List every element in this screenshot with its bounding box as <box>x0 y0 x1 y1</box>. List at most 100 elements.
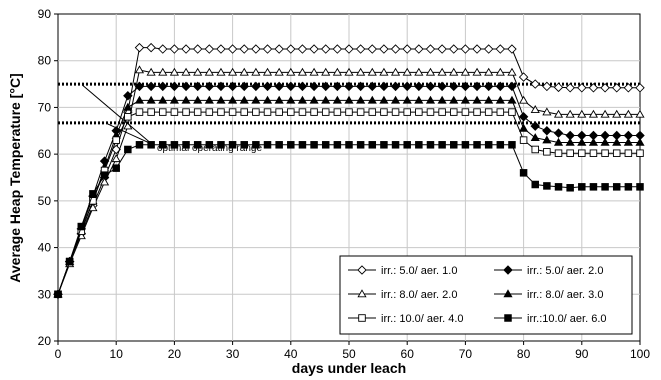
data-point <box>182 141 190 149</box>
data-point <box>227 81 238 92</box>
data-point <box>460 67 470 76</box>
data-point <box>414 81 424 92</box>
legend-marker <box>357 289 367 298</box>
data-point <box>484 67 494 76</box>
data-point <box>158 44 168 54</box>
data-point <box>344 44 354 54</box>
data-point <box>554 183 563 191</box>
data-point <box>135 141 144 149</box>
data-point <box>565 83 575 93</box>
x-tick-label: 0 <box>55 347 62 361</box>
x-tick-label: 90 <box>575 347 589 361</box>
data-point <box>623 109 633 118</box>
data-point <box>263 141 272 149</box>
data-point <box>553 82 564 93</box>
data-point <box>320 81 331 92</box>
data-point <box>227 44 238 54</box>
data-point <box>507 95 517 104</box>
data-point <box>345 108 353 116</box>
data-point <box>274 44 284 54</box>
data-point <box>193 67 203 76</box>
data-point <box>216 44 226 54</box>
data-point <box>100 171 109 179</box>
data-point <box>437 44 447 54</box>
data-point <box>379 67 389 76</box>
data-point <box>159 108 167 116</box>
data-point <box>588 137 599 146</box>
data-point <box>170 108 179 116</box>
data-point <box>519 136 528 144</box>
data-point <box>275 108 283 116</box>
data-point <box>379 95 389 104</box>
data-point <box>484 108 493 116</box>
data-point <box>240 141 248 149</box>
data-point <box>450 108 458 116</box>
data-point <box>414 67 424 76</box>
data-point <box>204 95 214 104</box>
data-point <box>473 108 481 116</box>
legend-marker <box>358 314 366 322</box>
series-5 <box>54 108 644 299</box>
data-point <box>262 67 273 76</box>
series-4 <box>53 95 645 298</box>
legend-item: irr.: 5.0/ aer. 2.0 <box>494 265 603 277</box>
data-point <box>228 141 237 149</box>
data-point <box>635 109 645 118</box>
data-point <box>425 44 436 54</box>
data-point <box>577 137 587 146</box>
data-point <box>380 141 388 149</box>
data-point <box>542 107 552 116</box>
data-point <box>228 95 238 104</box>
data-point <box>263 108 272 116</box>
data-point <box>286 67 296 76</box>
data-point <box>158 95 168 104</box>
data-point <box>530 79 540 89</box>
data-point <box>414 95 424 104</box>
data-point <box>344 67 354 76</box>
data-point <box>240 108 248 116</box>
data-point <box>275 141 283 149</box>
data-point <box>623 137 633 146</box>
legend-marker <box>357 265 367 275</box>
series-6 <box>54 141 644 299</box>
data-point <box>565 109 575 118</box>
data-point <box>204 44 215 54</box>
legend-item: irr.:10.0/ aer. 6.0 <box>494 313 607 325</box>
data-point <box>297 81 308 92</box>
data-point <box>287 108 295 116</box>
data-point <box>216 81 226 92</box>
legend-item: irr.: 8.0/ aer. 2.0 <box>348 289 457 301</box>
data-point <box>438 108 446 116</box>
y-tick-label: 40 <box>38 241 52 255</box>
data-point <box>89 190 97 198</box>
data-point <box>542 81 552 92</box>
data-point <box>262 81 273 92</box>
data-point <box>252 141 260 149</box>
data-point <box>484 95 494 104</box>
data-point <box>519 123 529 132</box>
data-point <box>367 44 378 54</box>
data-point <box>274 67 284 76</box>
data-point <box>368 108 377 116</box>
data-point <box>310 108 318 116</box>
legend-item: irr.: 10.0/ aer. 4.0 <box>348 313 464 325</box>
data-point <box>402 81 412 92</box>
data-point <box>298 141 307 149</box>
data-point <box>158 67 168 76</box>
data-point <box>298 108 307 116</box>
data-point <box>124 113 132 121</box>
data-point <box>379 44 389 54</box>
legend-item: irr.: 5.0/ aer. 1.0 <box>348 265 457 277</box>
data-point <box>391 108 400 116</box>
data-point <box>588 83 599 93</box>
data-point <box>402 95 412 104</box>
legend-label: irr.: 8.0/ aer. 3.0 <box>527 289 603 301</box>
legend-label: irr.: 5.0/ aer. 1.0 <box>381 265 457 277</box>
data-point <box>554 149 563 157</box>
data-point <box>426 141 435 149</box>
data-point <box>461 141 470 149</box>
data-point <box>565 137 575 146</box>
y-axis-title: Average Heap Temperature [°C] <box>7 73 23 282</box>
legend-label: irr.: 8.0/ aer. 2.0 <box>381 289 457 301</box>
